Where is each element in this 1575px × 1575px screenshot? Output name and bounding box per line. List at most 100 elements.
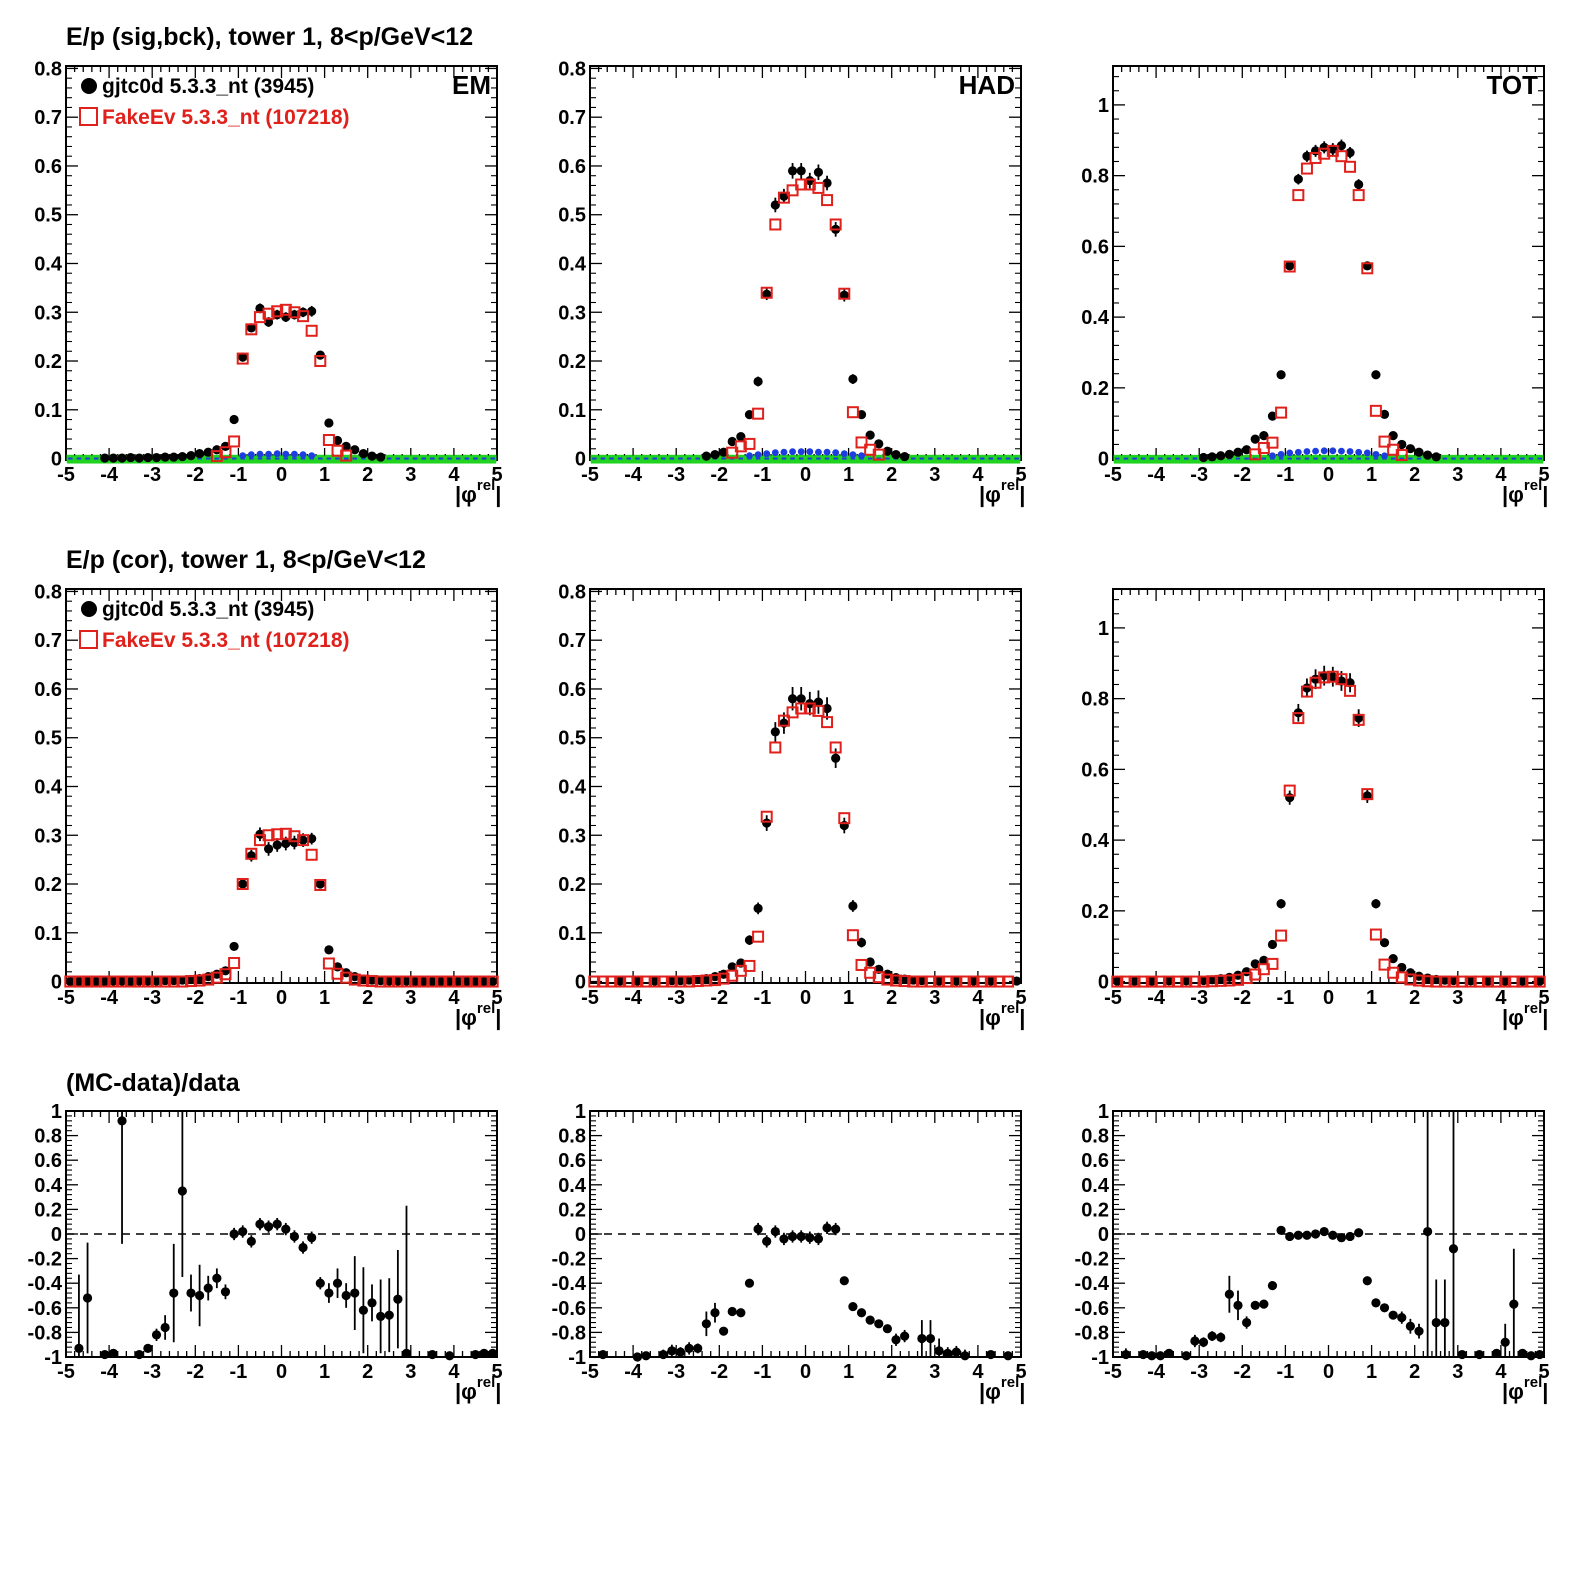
background-mc-band bbox=[1114, 455, 1543, 464]
data-point bbox=[195, 449, 205, 459]
data-point bbox=[367, 1298, 377, 1308]
legend-data-marker bbox=[81, 601, 97, 617]
background-mc-marker bbox=[92, 454, 100, 463]
background-mc-marker bbox=[1466, 454, 1475, 463]
mc-point bbox=[622, 975, 635, 988]
mc-point bbox=[976, 975, 989, 988]
mc-point bbox=[1361, 788, 1374, 801]
data-point bbox=[787, 166, 798, 176]
mc-point bbox=[1404, 973, 1417, 986]
y-tick-label: 0.2 bbox=[558, 874, 586, 896]
data-point bbox=[632, 976, 643, 986]
legend-data-label: gjtc0d 5.3.3_nt (3945) bbox=[102, 75, 314, 98]
background-mc-marker bbox=[428, 454, 437, 463]
mc-point bbox=[443, 975, 456, 988]
background-mc-marker bbox=[633, 454, 642, 463]
x-tick-label: 0 bbox=[276, 1361, 287, 1383]
data-point bbox=[74, 1343, 84, 1353]
y-tick-label: 0.8 bbox=[1081, 1126, 1109, 1148]
data-point bbox=[177, 451, 187, 462]
mc-point bbox=[228, 957, 241, 970]
mc-point bbox=[1369, 404, 1382, 417]
data-point bbox=[1405, 1321, 1415, 1331]
background-point bbox=[763, 450, 771, 458]
data-point bbox=[315, 879, 325, 889]
y-tick-label: 0.3 bbox=[558, 302, 586, 324]
mc-point bbox=[941, 975, 954, 988]
mc-point bbox=[1352, 189, 1365, 202]
data-point bbox=[1259, 955, 1269, 965]
data-point bbox=[701, 1319, 711, 1329]
data-point bbox=[908, 975, 918, 985]
background-mc-marker bbox=[1518, 454, 1527, 463]
data-point bbox=[1423, 1226, 1433, 1237]
background-mc-marker bbox=[788, 454, 797, 463]
mc-point bbox=[1335, 150, 1348, 163]
background-point bbox=[849, 451, 857, 459]
y-tick-label: 0.5 bbox=[558, 728, 586, 750]
background-mc-marker bbox=[918, 454, 926, 463]
mc-point bbox=[743, 437, 756, 450]
mc-point bbox=[1275, 406, 1288, 419]
data-point bbox=[350, 445, 360, 455]
data-point bbox=[779, 191, 789, 201]
background-mc-marker bbox=[1346, 454, 1354, 463]
x-tick-label: 0 bbox=[1323, 464, 1334, 486]
mc-point bbox=[795, 178, 808, 191]
y-tick-label: 0.8 bbox=[34, 58, 62, 80]
background-mc-band bbox=[591, 455, 1020, 464]
background-mc-marker bbox=[385, 454, 393, 463]
mc-point bbox=[1171, 975, 1184, 988]
x-tick-label: -3 bbox=[667, 987, 685, 1009]
data-point bbox=[848, 374, 858, 384]
data-point bbox=[934, 976, 944, 986]
background-point bbox=[1338, 447, 1345, 455]
plot-frame bbox=[589, 588, 1022, 984]
mc-point bbox=[1214, 974, 1227, 987]
background-mc-marker bbox=[875, 454, 883, 463]
x-tick-label: 1 bbox=[319, 1361, 330, 1383]
mc-point bbox=[417, 975, 430, 988]
data-point bbox=[1003, 1351, 1013, 1361]
mc-point bbox=[1378, 958, 1391, 971]
series-2 bbox=[746, 448, 865, 460]
data-point bbox=[427, 976, 437, 987]
x-axis-label: |φrel| bbox=[979, 1000, 1025, 1030]
mc-point bbox=[279, 303, 292, 316]
background-mc-marker bbox=[1139, 454, 1147, 463]
data-point bbox=[796, 1231, 806, 1242]
data-point bbox=[151, 1330, 162, 1340]
data-point bbox=[169, 1288, 179, 1298]
mc-point bbox=[657, 975, 670, 988]
data-point bbox=[410, 976, 420, 987]
background-mc-marker bbox=[1165, 454, 1173, 463]
y-tick-label: 0.8 bbox=[34, 581, 62, 603]
mc-point bbox=[614, 975, 627, 988]
data-point bbox=[160, 1322, 170, 1333]
y-tick-label: 0.8 bbox=[558, 58, 586, 80]
data-point bbox=[307, 834, 317, 844]
data-point bbox=[1345, 1231, 1355, 1242]
x-tick-label: 2 bbox=[362, 987, 373, 1009]
x-axis-label: |φrel| bbox=[1502, 1000, 1548, 1030]
data-point bbox=[848, 901, 858, 911]
y-tick-label: 0.3 bbox=[34, 302, 62, 324]
x-tick-label: -2 bbox=[186, 1361, 204, 1383]
x-tick-label: 2 bbox=[886, 987, 897, 1009]
mc-point bbox=[700, 974, 713, 987]
data-point bbox=[848, 1301, 858, 1312]
x-tick-label: -1 bbox=[1277, 1361, 1295, 1383]
data-point bbox=[900, 451, 910, 462]
mc-point bbox=[1326, 670, 1339, 683]
data-point bbox=[470, 1349, 481, 1360]
data-point bbox=[177, 975, 187, 985]
mc-point bbox=[1344, 160, 1357, 173]
mc-point bbox=[210, 971, 223, 984]
y-tick-label: 0.2 bbox=[34, 874, 62, 896]
x-tick-label: -4 bbox=[100, 1361, 119, 1383]
y-tick-label: 0.5 bbox=[34, 728, 62, 750]
x-tick-label: 3 bbox=[929, 987, 940, 1009]
data-point bbox=[1414, 1326, 1424, 1336]
data-point bbox=[1328, 1230, 1338, 1240]
data-point bbox=[960, 1351, 970, 1361]
